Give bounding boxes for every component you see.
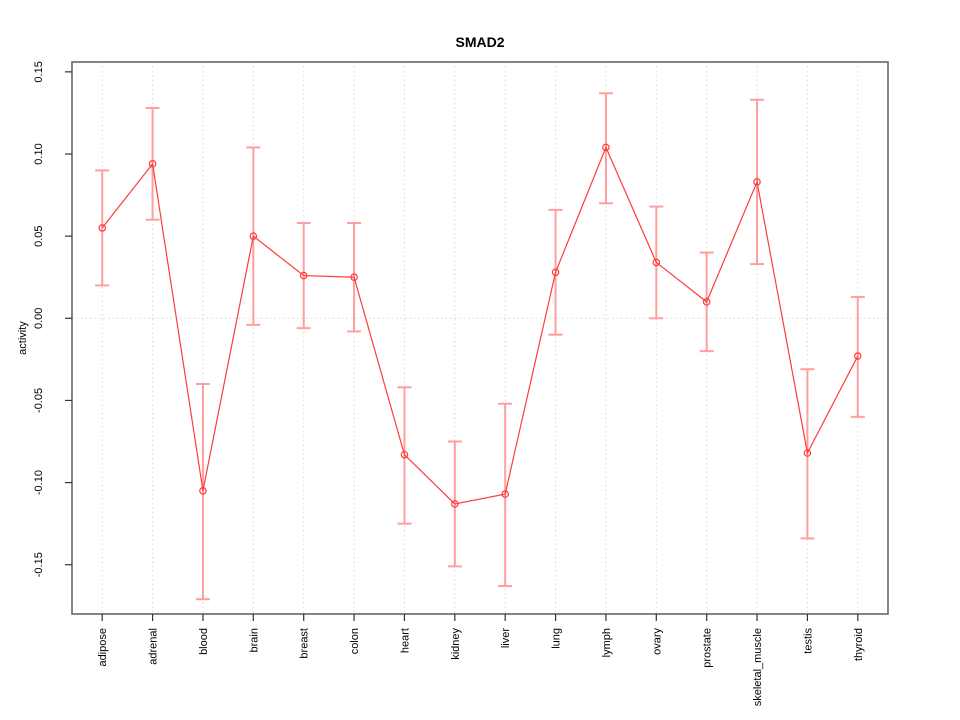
x-category-label: adrenal: [148, 628, 160, 665]
y-tick-label: 0.00: [33, 308, 45, 329]
x-category-label: lung: [551, 628, 563, 649]
data-point-lung: [551, 268, 560, 277]
x-category-label: blood: [198, 628, 210, 655]
x-category-label: breast: [299, 628, 311, 659]
data-point-colon: [350, 273, 358, 282]
x-category-label: thyroid: [853, 628, 865, 661]
data-point-brain: [249, 232, 258, 240]
data-point-thyroid: [853, 352, 862, 360]
x-category-label: ovary: [651, 628, 663, 655]
data-point-lymph: [602, 143, 610, 152]
y-tick-label: -0.10: [33, 470, 45, 495]
x-category-label: brain: [248, 628, 260, 652]
data-point-adrenal: [148, 160, 157, 168]
x-category-label: skeletal_muscle: [752, 628, 764, 706]
x-category-label: prostate: [702, 628, 714, 668]
x-category-label: liver: [500, 628, 512, 649]
data-point-skeletal_muscle: [753, 178, 761, 186]
data-point-prostate: [702, 298, 711, 306]
data-point-ovary: [652, 258, 661, 267]
chart-layer: -0.15 -0.10 -0.05 0.00 0.05 0.10 0.15 adipose ad…: [33, 61, 889, 706]
y-tick-label: -0.15: [33, 552, 45, 577]
x-category-label: heart: [399, 628, 411, 653]
y-tick-label: -0.05: [33, 388, 45, 413]
y-tick-label: 0.05: [33, 225, 45, 246]
chart-title: SMAD2: [455, 34, 504, 50]
x-category-label: adipose: [97, 628, 109, 667]
y-axis-label: activity: [17, 321, 29, 355]
data-point-breast: [299, 271, 308, 280]
y-tick-label: 0.15: [33, 61, 45, 82]
data-point-testis: [803, 449, 812, 457]
y-tick-label: 0.10: [33, 143, 45, 164]
plot-box: [71, 61, 889, 615]
series-line: [101, 145, 859, 505]
data-point-heart: [400, 450, 409, 459]
x-category-label: testis: [802, 628, 814, 654]
data-point-adipose: [98, 224, 107, 232]
x-category-label: lymph: [601, 628, 613, 657]
x-category-label: colon: [349, 628, 361, 654]
data-point-blood: [199, 486, 207, 495]
x-category-label: kidney: [450, 628, 462, 660]
data-point-liver: [501, 490, 509, 498]
data-point-kidney: [451, 500, 459, 508]
